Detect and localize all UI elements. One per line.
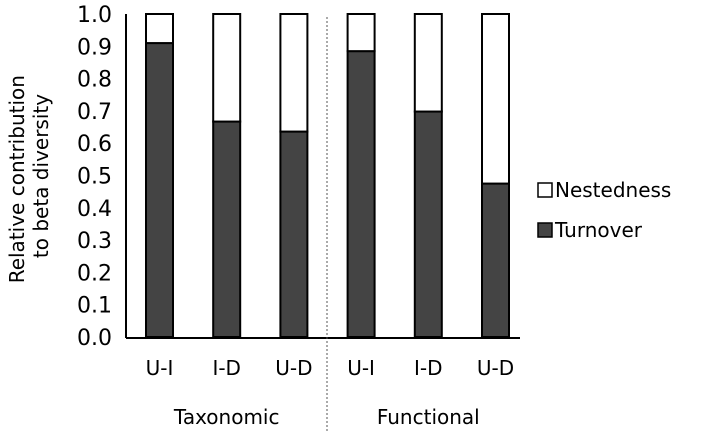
legend-label: Turnover xyxy=(554,218,643,242)
group-label-taxonomic: Taxonomic xyxy=(173,405,280,429)
y-tick-label: 0.6 xyxy=(77,132,112,157)
x-tick-label: I-D xyxy=(212,356,241,380)
bar-nestedness-2 xyxy=(212,13,242,123)
legend-item-turnover: Turnover xyxy=(537,218,643,242)
y-tick-label: 0.1 xyxy=(77,294,112,319)
bar-nestedness-5 xyxy=(413,13,443,113)
y-tick-label: 0.4 xyxy=(77,197,112,222)
y-tick-label: 0.0 xyxy=(77,326,112,351)
bar-turnover-5 xyxy=(413,110,443,338)
bar-nestedness-1 xyxy=(145,13,174,45)
bar-turnover-4 xyxy=(346,50,376,339)
y-tick-label: 1.0 xyxy=(77,3,112,28)
y-axis-label-line-2: to beta diversity xyxy=(29,94,53,258)
bar-turnover-2 xyxy=(212,120,242,338)
legend-label: Nestedness xyxy=(555,178,671,202)
x-tick-label: U-I xyxy=(347,356,375,380)
y-tick-label: 0.8 xyxy=(77,68,112,93)
bar-nestedness-6 xyxy=(481,13,510,185)
y-axis-label: Relative contribution to beta diversity xyxy=(5,69,53,284)
bar-turnover-6 xyxy=(481,182,510,338)
legend-swatch xyxy=(537,222,553,238)
y-tick-label: 0.5 xyxy=(77,165,112,190)
group-label-functional: Functional xyxy=(377,405,480,429)
y-tick-label: 0.7 xyxy=(77,100,112,125)
x-tick-label: U-D xyxy=(477,356,514,380)
y-tick-label: 0.2 xyxy=(77,261,112,286)
bar-nestedness-3 xyxy=(279,13,309,133)
legend-swatch xyxy=(537,182,553,198)
legend-item-nestedness: Nestedness xyxy=(537,178,671,202)
x-tick-label: I-D xyxy=(414,356,443,380)
y-tick-label: 0.9 xyxy=(77,35,112,60)
bar-nestedness-4 xyxy=(346,13,376,53)
bar-turnover-3 xyxy=(279,130,309,338)
x-tick-label: U-I xyxy=(146,356,174,380)
bar-turnover-1 xyxy=(145,42,174,338)
y-tick-label: 0.3 xyxy=(77,229,112,254)
x-tick-label: U-D xyxy=(275,356,312,380)
y-axis-label-line-1: Relative contribution xyxy=(5,75,29,283)
